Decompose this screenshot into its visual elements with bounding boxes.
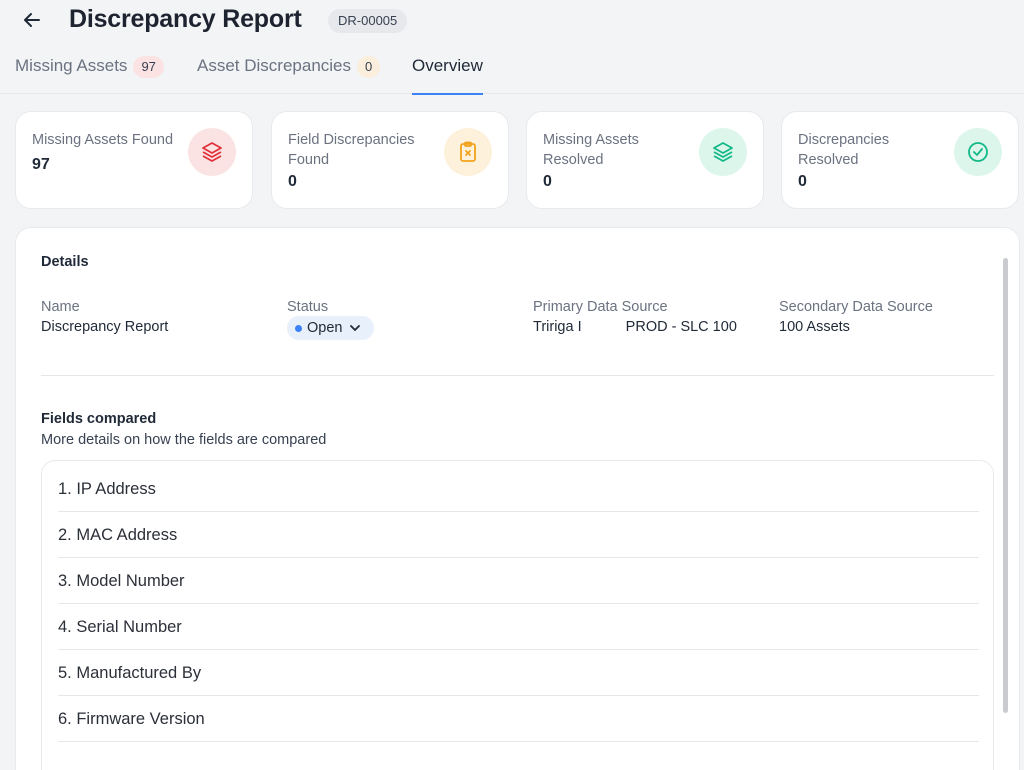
list-item: 2. MAC Address xyxy=(58,512,979,558)
stat-value: 0 xyxy=(798,173,807,190)
detail-label: Name xyxy=(41,299,80,315)
stat-value: 0 xyxy=(543,173,552,190)
overview-panel: Details Name Discrepancy Report Status O… xyxy=(15,227,1020,770)
list-item: 5. Manufactured By xyxy=(58,650,979,696)
stat-label: Field Discrepancies Found xyxy=(288,132,415,168)
tab-bar: Missing Assets 97 Asset Discrepancies 0 … xyxy=(0,48,1024,95)
detail-value: 100 Assets xyxy=(779,319,850,335)
list-item: 4. Serial Number xyxy=(58,604,979,650)
tab-overview[interactable]: Overview xyxy=(412,48,483,95)
detail-value: Tririga I PROD - SLC 100 xyxy=(533,319,737,335)
page-header: Discrepancy Report DR-00005 xyxy=(0,0,1024,44)
tab-label: Asset Discrepancies xyxy=(197,56,352,75)
fields-compared-title: Fields compared xyxy=(41,411,157,427)
stat-card-discrepancies-resolved: Discrepancies Resolved 0 xyxy=(781,111,1019,209)
layers-icon xyxy=(188,128,236,176)
divider xyxy=(41,375,994,376)
fields-compared-subtitle: More details on how the fields are compa… xyxy=(41,432,327,448)
detail-primary-source: Primary Data Source Tririga I PROD - SLC… xyxy=(533,299,737,335)
list-item: 6. Firmware Version xyxy=(58,696,979,742)
detail-label: Status xyxy=(287,299,329,315)
tab-label: Overview xyxy=(412,56,483,75)
tab-asset-discrepancies[interactable]: Asset Discrepancies 0 xyxy=(197,48,381,94)
primary-source-env: PROD - SLC 100 xyxy=(625,319,737,335)
page-title: Discrepancy Report xyxy=(69,5,302,33)
detail-status: Status Open xyxy=(287,299,375,340)
stat-label: Missing Assets Resolved xyxy=(543,132,639,168)
detail-name: Name Discrepancy Report xyxy=(41,299,168,335)
detail-value: Discrepancy Report xyxy=(41,319,169,335)
details-title: Details xyxy=(41,254,89,270)
check-circle-icon xyxy=(954,128,1002,176)
stat-label: Discrepancies Resolved xyxy=(798,132,890,168)
chevron-down-icon xyxy=(350,325,361,331)
primary-source-name: Tririga I xyxy=(533,319,582,335)
clipboard-x-icon xyxy=(444,128,492,176)
detail-secondary-source: Secondary Data Source 100 Assets xyxy=(779,299,933,335)
status-dot-icon xyxy=(295,324,302,332)
detail-label: Secondary Data Source xyxy=(779,299,933,315)
tab-missing-assets[interactable]: Missing Assets 97 xyxy=(15,48,164,94)
detail-label: Primary Data Source xyxy=(533,299,668,315)
panel-scrollbar[interactable] xyxy=(1003,258,1008,713)
list-item: 1. IP Address xyxy=(58,466,979,512)
report-id-badge: DR-00005 xyxy=(328,9,408,33)
back-button[interactable] xyxy=(20,8,44,32)
status-dropdown[interactable]: Open xyxy=(287,316,375,340)
arrow-left-icon xyxy=(24,13,40,27)
layers-icon xyxy=(699,128,747,176)
stat-card-missing-assets-resolved: Missing Assets Resolved 0 xyxy=(526,111,764,209)
tab-count-badge: 97 xyxy=(133,56,164,78)
stat-card-field-discrepancies-found: Field Discrepancies Found 0 xyxy=(271,111,509,209)
list-item: 3. Model Number xyxy=(58,558,979,604)
stat-card-missing-assets-found: Missing Assets Found 97 xyxy=(15,111,253,209)
stat-value: 0 xyxy=(288,173,297,190)
tab-count-badge: 0 xyxy=(357,56,381,78)
stat-label: Missing Assets Found xyxy=(32,132,174,148)
tab-label: Missing Assets xyxy=(15,56,128,75)
stat-value: 97 xyxy=(32,156,50,173)
fields-compared-list: 1. IP Address 2. MAC Address 3. Model Nu… xyxy=(41,460,994,770)
status-value: Open xyxy=(307,320,343,336)
